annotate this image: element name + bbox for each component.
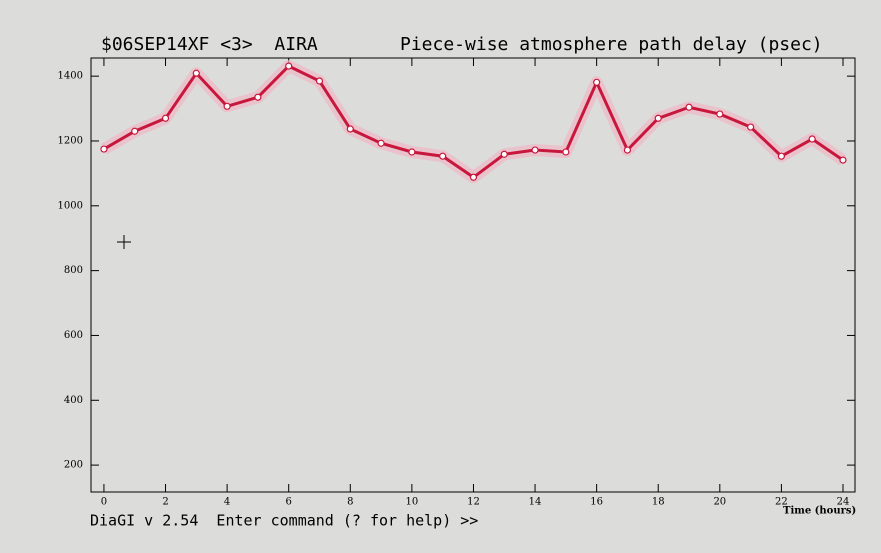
data-point [716,110,724,118]
x-tick-label: 16 [590,497,603,508]
data-point [285,62,293,70]
x-tick-label: 18 [652,497,665,508]
x-tick-label: 10 [406,497,419,508]
y-tick-label: 1200 [58,135,83,146]
data-point [100,145,108,153]
data-point [654,114,662,122]
chart-subtitle: Piece-wise atmosphere path delay (psec) [400,34,823,55]
y-tick-label: 1400 [58,71,83,82]
chart-title: $06SEP14XF <3> AIRA [101,34,318,55]
data-point [192,69,200,77]
data-point [254,93,262,101]
data-point [131,127,139,135]
data-point [839,156,847,164]
y-tick-label: 600 [64,330,83,341]
data-point [623,146,632,154]
x-axis-label: Time (hours) [783,506,856,517]
data-point [439,152,447,160]
error-band [100,60,847,184]
data-point [469,173,478,181]
data-point [808,135,816,143]
y-tick-label: 800 [64,265,83,276]
x-tick-label: 12 [467,497,480,508]
data-point [562,148,570,156]
x-tick-label: 20 [713,497,726,508]
x-tick-label: 0 [101,497,107,508]
x-tick-label: 8 [347,497,353,508]
data-point [685,103,693,111]
cursor [117,235,131,249]
y-tick-label: 400 [64,395,83,406]
data-point [315,77,324,85]
x-tick-label: 24 [837,497,850,508]
x-tick-label: 14 [529,497,542,508]
x-tick-label: 2 [162,497,168,508]
y-tick-label: 200 [64,460,83,471]
data-point [531,146,539,154]
data-point [777,152,786,160]
y-tick-label: 1000 [58,200,83,211]
data-point [377,139,385,147]
x-tick-label: 4 [224,497,230,508]
data-point [747,123,755,131]
data-point [346,125,354,133]
data-point [408,148,416,156]
data-point [593,78,601,86]
command-prompt[interactable]: DiaGI v 2.54 Enter command (? for help) … [90,512,478,530]
data-point [500,150,508,158]
x-tick-label: 22 [775,497,788,508]
data-point [161,114,170,122]
x-tick-label: 6 [286,497,292,508]
data-point [223,102,231,110]
